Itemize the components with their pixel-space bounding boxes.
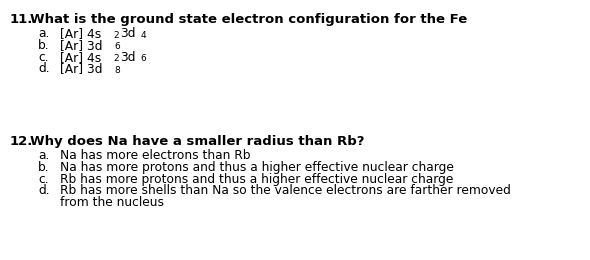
Text: [Ar] 3d: [Ar] 3d [60, 62, 103, 75]
Text: d.: d. [38, 62, 50, 75]
Text: Na has more protons and thus a higher effective nuclear charge: Na has more protons and thus a higher ef… [60, 161, 454, 174]
Text: 6: 6 [140, 54, 146, 63]
Text: 4: 4 [140, 30, 146, 40]
Text: Why does Na have a smaller radius than Rb?: Why does Na have a smaller radius than R… [30, 135, 365, 148]
Text: [Ar] 4s: [Ar] 4s [60, 27, 101, 40]
Text: 2: 2 [113, 54, 119, 63]
Text: What is the ground state electron configuration for the Fe: What is the ground state electron config… [30, 13, 467, 26]
Text: 3d: 3d [120, 27, 136, 40]
Text: b.: b. [38, 161, 50, 174]
Text: c.: c. [38, 51, 48, 64]
Text: [Ar] 4s: [Ar] 4s [60, 51, 101, 64]
Text: 3d: 3d [120, 51, 136, 64]
Text: Rb has more shells than Na so the valence electrons are farther removed: Rb has more shells than Na so the valenc… [60, 184, 511, 197]
Text: 12.: 12. [10, 135, 34, 148]
Text: a.: a. [38, 149, 50, 162]
Text: 2: 2 [113, 30, 119, 40]
Text: 11.: 11. [10, 13, 34, 26]
Text: d.: d. [38, 184, 50, 197]
Text: Rb has more protons and thus a higher effective nuclear charge: Rb has more protons and thus a higher ef… [60, 173, 453, 186]
Text: Na has more electrons than Rb: Na has more electrons than Rb [60, 149, 251, 162]
Text: a.: a. [38, 27, 50, 40]
Text: b.: b. [38, 39, 50, 52]
Text: 8: 8 [115, 66, 120, 75]
Text: [Ar] 3d: [Ar] 3d [60, 39, 103, 52]
Text: c.: c. [38, 173, 48, 186]
Text: 6: 6 [115, 42, 120, 51]
Text: from the nucleus: from the nucleus [60, 196, 164, 209]
